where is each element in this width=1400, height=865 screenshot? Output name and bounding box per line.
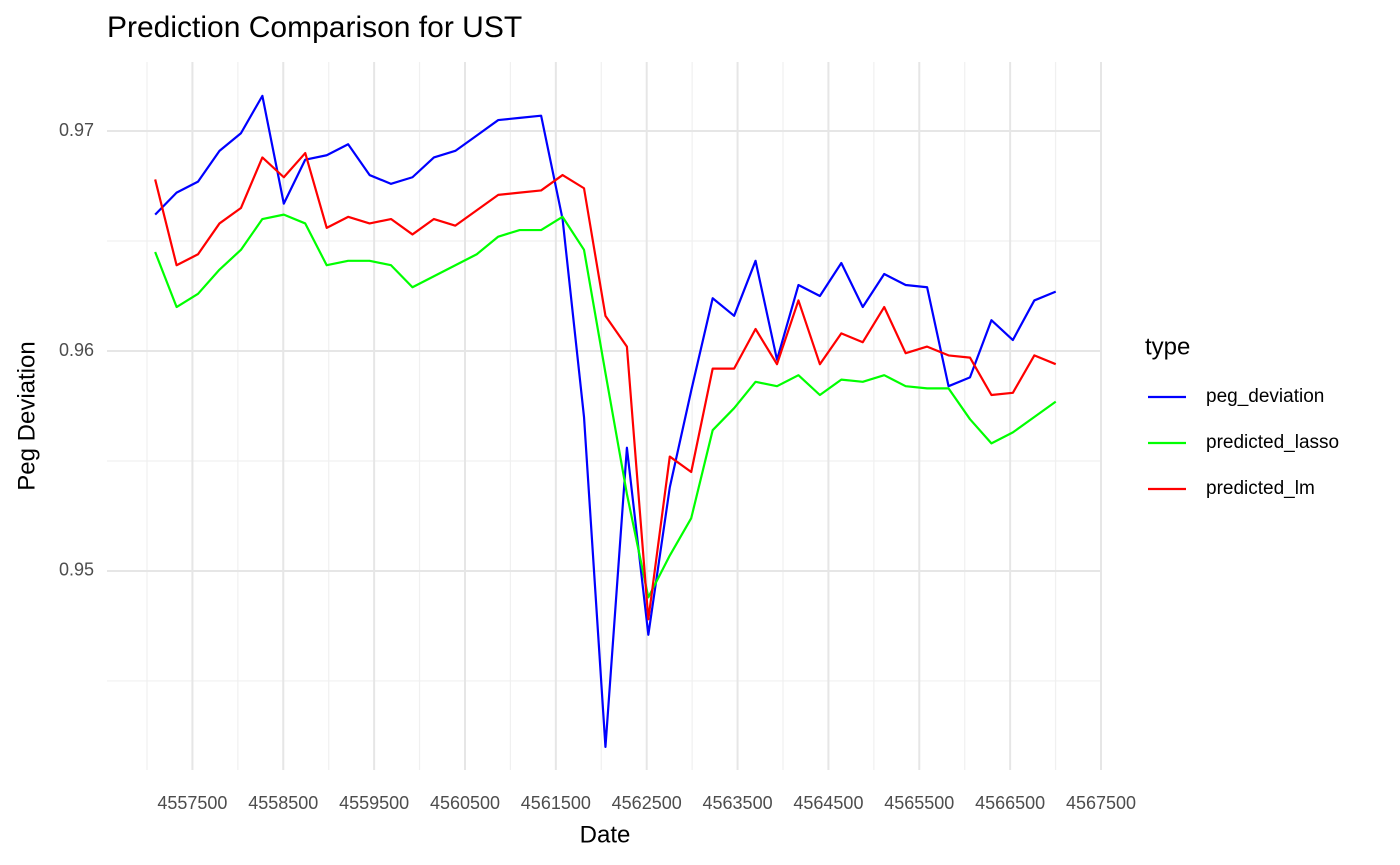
series-line: [154, 213, 1057, 599]
x-tick-label: 4564500: [793, 793, 863, 813]
legend-label: predicted_lasso: [1206, 432, 1339, 453]
x-tick-label: 4567500: [1066, 793, 1136, 813]
x-tick-label: 4557500: [157, 793, 227, 813]
x-tick-label: 4560500: [430, 793, 500, 813]
x-tick-label: 4558500: [248, 793, 318, 813]
x-tick-label: 4563500: [703, 793, 773, 813]
x-tick-label: 4562500: [612, 793, 682, 813]
y-tick-label: 0.97: [59, 120, 94, 140]
x-tick-label: 4566500: [975, 793, 1045, 813]
y-tick-label: 0.96: [59, 340, 94, 360]
legend-label: peg_deviation: [1206, 386, 1324, 407]
y-tick-label: 0.95: [59, 560, 94, 580]
series-line: [154, 151, 1057, 621]
legend-label: predicted_lm: [1206, 478, 1315, 499]
x-axis-title: Date: [580, 821, 631, 848]
grid: [107, 62, 1102, 770]
x-tick-label: 4559500: [339, 793, 409, 813]
series-line: [154, 94, 1057, 749]
legend-title: type: [1145, 333, 1190, 360]
y-axis-title: Peg Deviation: [13, 341, 40, 490]
chart-title: Prediction Comparison for UST: [107, 11, 522, 44]
x-tick-label: 4565500: [884, 793, 954, 813]
x-tick-label: 4561500: [521, 793, 591, 813]
